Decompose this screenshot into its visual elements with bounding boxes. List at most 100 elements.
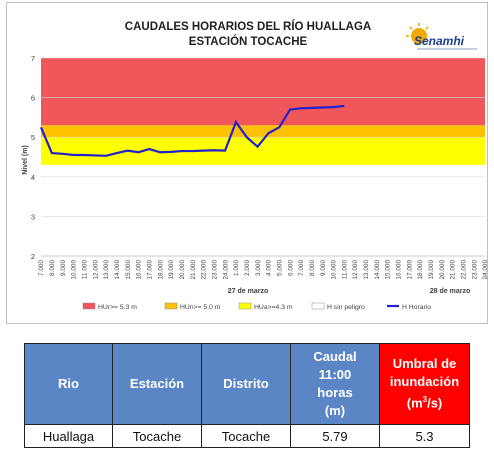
legend-label: HUa>=4.3 m	[254, 304, 293, 311]
x-tick-label: 18.000	[417, 260, 424, 280]
y-tick-label: 4	[31, 173, 35, 182]
legend-label: HUn>= 5.0 m	[180, 304, 221, 311]
header-umbral-line1: Umbral de	[392, 356, 457, 372]
cell-rio: Huallaga	[24, 424, 113, 448]
header-distrito: Distrito	[201, 343, 291, 425]
y-tick-label: 3	[31, 212, 35, 221]
table-row: Huallaga Tocache Tocache 5.79 5.3	[24, 424, 470, 448]
band-3	[41, 164, 485, 256]
x-tick-label: 8.000	[309, 260, 316, 276]
x-tick-label: 21.000	[190, 260, 197, 280]
x-tick-label: 23.000	[471, 260, 478, 280]
y-tick-label: 6	[31, 94, 35, 103]
x-tick-label: 20.000	[179, 260, 186, 280]
chart-subtitle: ESTACIÓN TOCACHE	[189, 35, 308, 48]
x-tick-label: 24.000	[482, 260, 489, 280]
x-tick-label: 17.000	[146, 260, 153, 280]
x-tick-label: 13.000	[363, 260, 370, 280]
hydrograph-chart: CAUDALES HORARIOS DEL RÍO HUALLAGA ESTAC…	[22, 20, 489, 311]
date-label-27: 27 de marzo	[228, 288, 268, 295]
header-rio: Rio	[24, 343, 113, 425]
x-tick-label: 8.000	[49, 260, 56, 276]
header-caudal-line4: (m)	[324, 403, 346, 418]
x-tick-label: 13.000	[103, 260, 110, 280]
x-tick-label: 9.000	[60, 260, 67, 276]
x-tick-label: 14.000	[374, 260, 381, 280]
sun-icon	[411, 28, 427, 44]
x-tick-label: 23.000	[211, 260, 218, 280]
x-tick-label: 10.000	[331, 260, 338, 280]
x-tick-label: 11.000	[341, 260, 348, 280]
chart-title: CAUDALES HORARIOS DEL RÍO HUALLAGA	[125, 20, 371, 33]
header-umbral: Umbral de inundación (m3/s)	[379, 343, 470, 425]
legend-label: H Horario	[402, 304, 431, 311]
y-tick-label: 5	[31, 133, 35, 142]
band-2	[41, 137, 485, 165]
x-tick-label: 22.000	[201, 260, 208, 280]
legend-swatch	[82, 302, 96, 310]
x-tick-label: 22.000	[461, 260, 468, 280]
x-tick-label: 3.000	[255, 260, 262, 276]
y-tick-label: 2	[31, 252, 35, 261]
cell-umbral: 5.3	[379, 424, 470, 448]
header-caudal-line2: 11:00	[318, 367, 352, 382]
x-tick-label: 5.000	[276, 260, 283, 276]
y-axis-ticks: 2 3 4 5 6 7	[31, 54, 35, 261]
cell-distrito: Tocache	[201, 424, 291, 448]
x-tick-label: 11.000	[82, 260, 89, 280]
header-umbral-line2: inundación	[389, 374, 460, 390]
x-tick-label: 7.000	[38, 260, 45, 276]
header-umbral-line3-end: /s)	[427, 395, 443, 411]
x-tick-label: 12.000	[352, 260, 359, 280]
legend-label: H sin peligro	[327, 304, 365, 311]
header-umbral-line3-base: (m	[406, 395, 423, 411]
x-tick-label: 12.000	[92, 260, 99, 280]
threshold-bands	[41, 58, 485, 256]
x-tick-label: 7.000	[298, 260, 305, 276]
x-tick-label: 4.000	[266, 260, 273, 276]
header-umbral-line3-sup: 3	[422, 395, 428, 405]
x-tick-label: 6.000	[287, 260, 294, 276]
chart-frame: CAUDALES HORARIOS DEL RÍO HUALLAGA ESTAC…	[6, 2, 489, 324]
x-tick-label: 14.000	[114, 260, 121, 280]
header-caudal-line1: Caudal	[313, 349, 357, 364]
x-axis-ticks: 7.000 8.000 9.000 10.000 11.000 12.000 13.000 1…	[38, 260, 489, 280]
x-tick-label: 16.000	[396, 260, 403, 280]
x-tick-label: 19.000	[168, 260, 175, 280]
header-distrito-label: Distrito	[223, 376, 269, 391]
band-0	[41, 58, 485, 126]
series-h-horario-line	[39, 104, 345, 157]
header-estacion: Estación	[112, 343, 202, 425]
cell-caudal: 5.79	[290, 424, 380, 448]
x-tick-label: 24.000	[222, 260, 229, 280]
legend-swatch	[311, 302, 325, 310]
x-tick-label: 2.000	[244, 260, 251, 276]
date-label-28: 28 de marzo	[430, 288, 470, 295]
station-info-table: Rio Estación Distrito Caudal 11:00 horas…	[24, 343, 470, 448]
x-tick-label: 9.000	[320, 260, 327, 276]
x-tick-label: 1.000	[233, 260, 240, 276]
y-axis-label: Nivel (m)	[22, 145, 29, 175]
x-tick-label: 16.000	[136, 260, 143, 280]
header-caudal: Caudal 11:00 horas (m)	[290, 343, 380, 425]
band-1	[41, 125, 485, 138]
x-tick-label: 15.000	[125, 260, 132, 280]
legend: HUr>= 5.3 m HUn>= 5.0 m HUa>=4.3 m H sin pe…	[82, 302, 431, 311]
x-tick-label: 10.000	[71, 260, 78, 280]
x-tick-label: 15.000	[385, 260, 392, 280]
header-caudal-line3: horas	[317, 385, 353, 400]
legend-swatch	[238, 302, 252, 310]
logo-text: Senamhi	[414, 34, 465, 48]
x-tick-label: 20.000	[439, 260, 446, 280]
y-tick-label: 7	[31, 54, 35, 63]
gridlines	[41, 57, 485, 257]
cell-estacion: Tocache	[112, 424, 202, 448]
table-header-row: Rio Estación Distrito Caudal 11:00 horas…	[24, 343, 470, 425]
x-tick-label: 21.000	[450, 260, 457, 280]
legend-swatch	[164, 302, 178, 310]
legend-label: HUr>= 5.3 m	[98, 304, 137, 311]
senamhi-logo: Senamhi	[406, 23, 477, 50]
x-tick-label: 17.000	[406, 260, 413, 280]
x-tick-label: 18.000	[157, 260, 164, 280]
x-tick-label: 19.000	[428, 260, 435, 280]
